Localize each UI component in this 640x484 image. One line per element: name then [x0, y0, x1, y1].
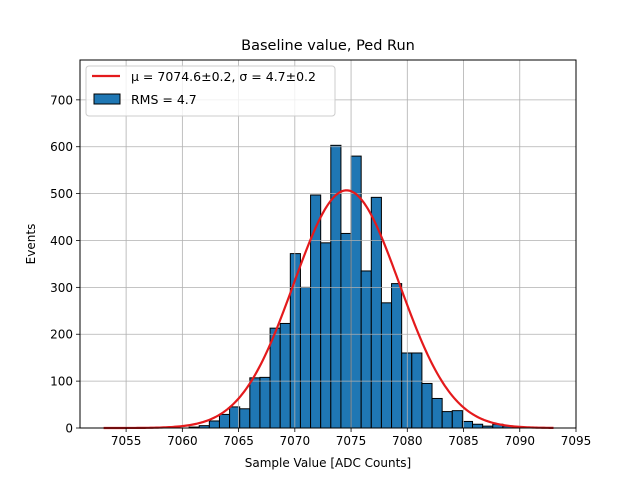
x-tick-label: 7055	[111, 434, 142, 448]
histogram-bar	[239, 408, 251, 429]
legend-histogram-label: RMS = 4.7	[131, 92, 197, 107]
histogram-bar	[340, 232, 352, 429]
x-tick-label: 7060	[167, 434, 198, 448]
y-tick-label: 300	[50, 281, 73, 295]
fit-curve	[103, 189, 554, 430]
y-tick-label: 600	[50, 140, 73, 154]
histogram-bar	[472, 423, 484, 429]
chart-title: Baseline value, Ped Run	[241, 38, 415, 54]
histogram-bar	[441, 411, 453, 429]
histogram-bar	[360, 270, 372, 429]
histogram-bar	[299, 286, 312, 429]
histogram-bar	[208, 420, 220, 429]
histogram-bar	[320, 242, 332, 429]
histogram-bar	[380, 302, 393, 429]
x-tick-label: 7075	[336, 434, 367, 448]
histogram-bar	[249, 377, 261, 429]
x-tick-label: 7065	[223, 434, 254, 448]
histogram-bar	[411, 352, 423, 429]
legend-histogram-swatch	[93, 93, 121, 105]
y-axis: 0 100 200 300 400 500 600 700	[50, 93, 80, 436]
y-tick-label: 700	[50, 93, 73, 107]
histogram-bar	[391, 283, 403, 429]
x-tick-label: 7090	[504, 434, 535, 448]
histogram-bar	[279, 322, 291, 429]
y-tick-label: 200	[50, 328, 73, 342]
y-tick-label: 100	[50, 375, 73, 389]
histogram-bar	[330, 144, 342, 429]
histogram-bar	[451, 410, 463, 429]
x-axis-label: Sample Value [ADC Counts]	[245, 456, 411, 470]
plot-frame	[79, 59, 577, 429]
histogram-bar	[218, 413, 231, 429]
legend-box	[85, 65, 336, 117]
x-tick-label: 7080	[392, 434, 423, 448]
histogram-bar	[431, 397, 443, 429]
legend: μ = 7074.6±0.2, σ = 4.7±0.2 RMS = 4.7	[85, 65, 336, 117]
x-tick-label: 7070	[280, 434, 311, 448]
x-tick-label: 7095	[561, 434, 592, 448]
y-tick-label: 400	[50, 234, 73, 248]
histogram-bar	[259, 376, 271, 429]
x-tick-label: 7085	[448, 434, 479, 448]
y-axis-label: Events	[24, 224, 38, 265]
legend-fit-label: μ = 7074.6±0.2, σ = 4.7±0.2	[131, 69, 316, 84]
x-axis: 7055 7060 7065 7070 7075 7080 7085 7090 7095	[111, 428, 591, 448]
histogram-bar	[421, 382, 433, 429]
y-tick-label: 0	[65, 422, 73, 436]
y-tick-label: 500	[50, 187, 73, 201]
histogram-bar	[401, 352, 413, 429]
